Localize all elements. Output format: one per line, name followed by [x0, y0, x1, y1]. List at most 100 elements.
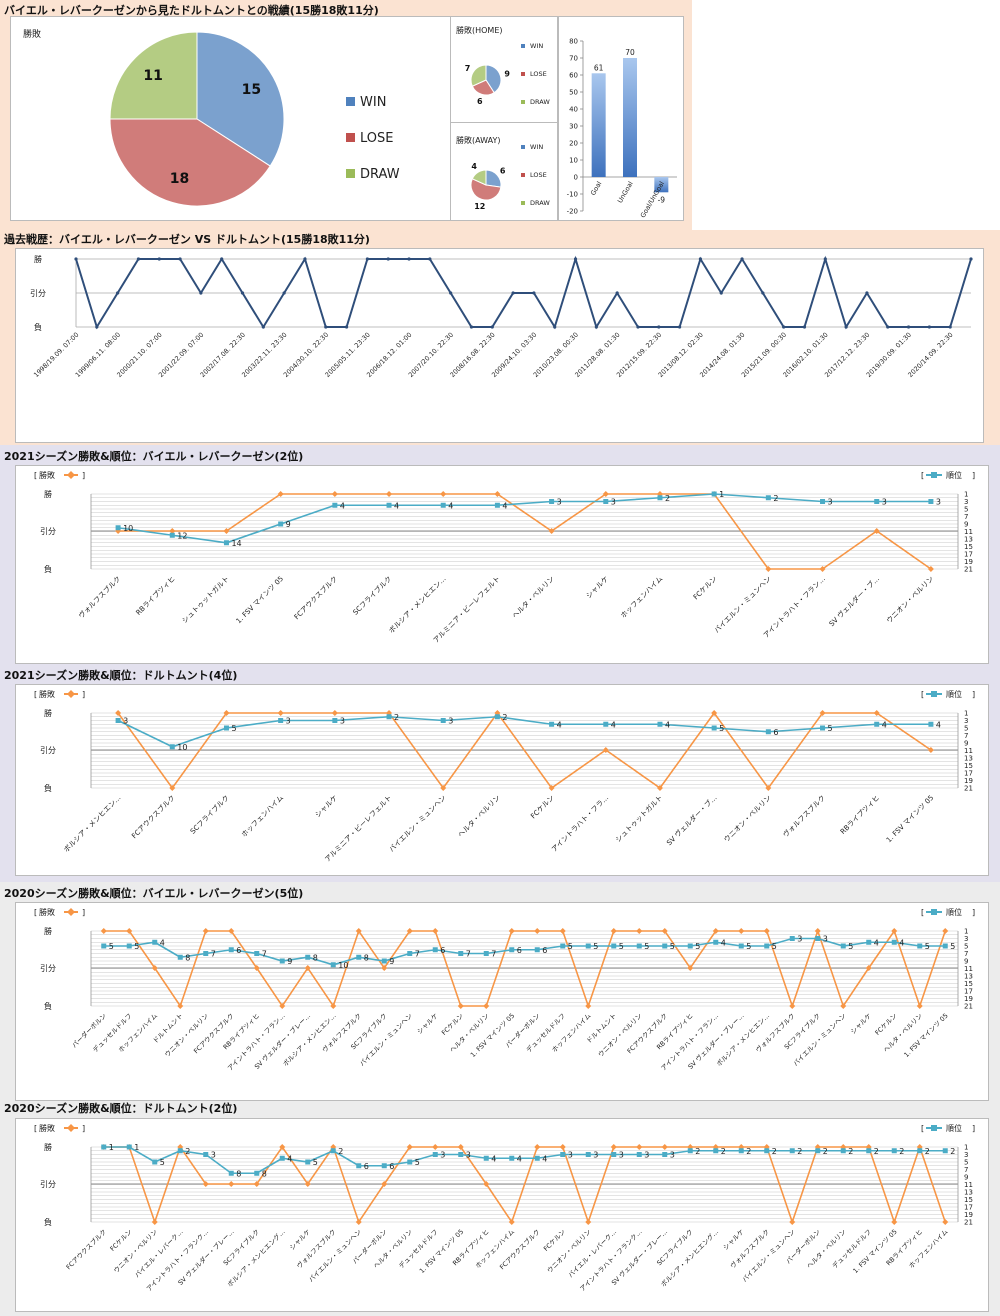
- history-date-label: 2017/12.12. 23:30: [823, 331, 871, 379]
- season-rank-point: [603, 499, 609, 504]
- season-result-point: [712, 928, 719, 934]
- season-rank-value-label: 3: [593, 1151, 598, 1160]
- season-rank-tick: 11: [964, 1181, 973, 1189]
- season-category-label: SCフライブルク: [351, 574, 394, 617]
- away-pie-panel: 勝敗(AWAY) 6 12 4 WIN LOSE DRAW: [450, 122, 558, 221]
- season-rank-value-label: 4: [611, 720, 616, 729]
- season-rank-point: [223, 540, 229, 546]
- history-point: [490, 325, 494, 329]
- season-rank-value-label: 5: [593, 942, 598, 951]
- season-result-point: [636, 928, 643, 934]
- season-result-point: [819, 710, 826, 716]
- season-category-label: FCアウクスブルク: [64, 1227, 108, 1271]
- season-result-point: [355, 928, 362, 934]
- season-panel-1: [勝敗][順位] 勝引分負 1 3 5 7 9 11 13 15 17 19 21 10 12 14 9 4 4 4 4…: [15, 465, 989, 664]
- season-category-label: ウニオン・ベルリン: [546, 1228, 593, 1275]
- season-rank-point: [278, 718, 284, 723]
- season-legend-right-open: [: [921, 1124, 924, 1133]
- season-legend-left-marker: [67, 690, 75, 698]
- goal-bar-y-tick-label: 20: [569, 140, 578, 148]
- season-result-point: [115, 710, 122, 716]
- season-y-label: 勝: [44, 489, 52, 499]
- home-pie-panel: 勝敗(HOME) 9 6 7 WIN LOSE DRAW: [450, 16, 558, 123]
- season-y-label: 負: [44, 1217, 52, 1227]
- season-panel-4: [勝敗][順位] 勝引分負 1 3 5 7 9 11 13 15 17 19 21 1 1 5 2 3 8 8 4 5 2 6…: [15, 1118, 989, 1312]
- season-rank-value-label: 3: [619, 1151, 624, 1160]
- season-rank-point: [126, 1144, 132, 1150]
- season-rank-value-label: 9: [287, 957, 292, 966]
- goal-bar-y-tick-label: 60: [569, 72, 578, 80]
- season-result-point: [440, 491, 447, 497]
- season-category-label: FCアウクスブルク: [130, 793, 177, 840]
- season-category-label: FCケルン: [542, 1228, 567, 1253]
- season-rank-value-label: 5: [415, 1158, 420, 1167]
- season-result-point: [279, 1144, 286, 1150]
- history-point: [220, 257, 224, 261]
- season-category-label: シャルケ: [722, 1228, 746, 1252]
- history-date-label: 2012/15.09. 22:30: [615, 331, 663, 379]
- season-rank-point: [534, 1155, 540, 1161]
- home-pie-legend-swatch: [521, 100, 525, 104]
- home-pie-legend-label: DRAW: [530, 98, 550, 106]
- season-title-2: 2021シーズン勝敗&順位：ドルトムント(4位): [4, 669, 238, 682]
- season-rank-value-label: 4: [160, 938, 165, 947]
- season-rank-tick: 9: [964, 740, 968, 748]
- season-category-label: ウニオン・ベルリン: [885, 575, 935, 625]
- season-legend-right-close: ]: [972, 690, 975, 699]
- season-result-point: [559, 1144, 566, 1150]
- season-category-label: シャルケ: [416, 1012, 440, 1036]
- history-point: [782, 325, 786, 329]
- season-category-label: シャルケ: [314, 794, 339, 819]
- season-rank-value-label: 8: [236, 1169, 241, 1178]
- goal-bar-y-tick-label: 10: [569, 157, 578, 165]
- season-rank-point: [891, 1148, 897, 1154]
- season-rank-point: [687, 1148, 693, 1154]
- season-rank-point: [942, 943, 948, 949]
- away-pie-slice-draw: [471, 169, 487, 186]
- season-legend-left-label: 勝敗: [39, 1123, 55, 1133]
- season-rank-value-label: 2: [823, 1147, 828, 1156]
- season-rank-line: [103, 1146, 946, 1175]
- history-point: [886, 325, 890, 329]
- season-rank-tick: 11: [964, 528, 973, 536]
- season-rank-point: [789, 936, 795, 941]
- goal-bar-value-label: 70: [625, 48, 635, 57]
- season-category-label: FCアウクスブルク: [292, 574, 339, 621]
- season-rank-value-label: 2: [695, 1147, 700, 1156]
- season-rank-value-label: 2: [394, 713, 399, 722]
- season-result-point: [636, 1144, 643, 1150]
- history-point: [865, 291, 869, 295]
- season-result-point: [585, 1219, 592, 1225]
- season-result-point: [202, 1181, 209, 1187]
- season-rank-value-label: 2: [899, 1147, 904, 1156]
- history-point: [969, 257, 973, 261]
- season-rank-tick: 7: [964, 513, 968, 521]
- season-legend-right-label: 順位: [946, 907, 962, 917]
- season-rank-point: [917, 943, 923, 949]
- season-legend-left-label: 勝敗: [39, 689, 55, 699]
- season-result-point: [602, 747, 609, 753]
- goal-bar-y-tick-label: -20: [567, 208, 578, 216]
- season-rank-point: [713, 939, 719, 945]
- away-pie-slice-win: [485, 169, 502, 188]
- season-rank-point: [440, 502, 446, 508]
- history-point: [199, 291, 203, 295]
- total-pie-slice-draw: [109, 31, 198, 120]
- season-rank-tick: 11: [964, 747, 973, 755]
- season-category-label: SV ヴェルダー・ブ…: [827, 574, 881, 628]
- season-category-label: RBライプツィヒ: [839, 794, 881, 836]
- season-category-label: 1. FSV マインツ 05: [902, 1012, 949, 1059]
- season-category-label: バイエル・レバーク…: [567, 1228, 619, 1280]
- season-y-label: 負: [44, 564, 52, 574]
- season-result-point: [432, 1144, 439, 1150]
- season-result-point: [789, 1219, 796, 1225]
- season-rank-point: [279, 1155, 285, 1161]
- season-category-label: ウニオン・ベルリン: [163, 1012, 210, 1059]
- season-category-label: RBライプツィヒ: [135, 575, 177, 617]
- away-pie-slice-lose: [470, 178, 502, 201]
- season-rank-tick: 15: [964, 980, 973, 988]
- season-rank-point: [928, 721, 934, 727]
- history-date-label: 2016/02.10. 01:30: [781, 331, 829, 379]
